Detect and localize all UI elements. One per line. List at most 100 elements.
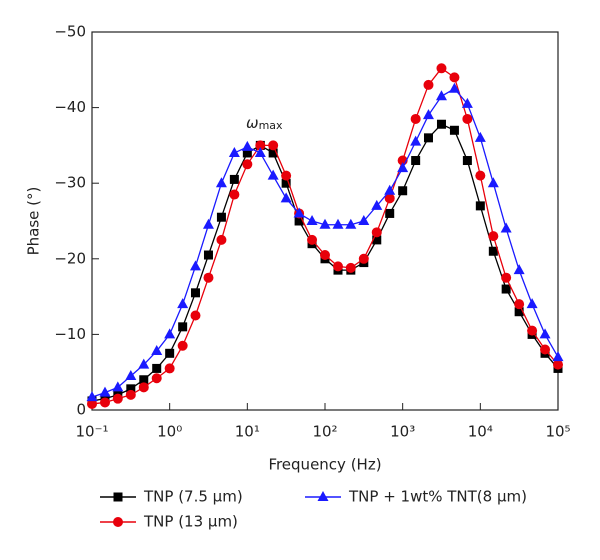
marker-circle [332,261,343,272]
x-tick-label: 10⁵ [545,423,570,441]
marker-circle [462,113,473,124]
marker-square [139,375,149,385]
marker-circle [307,234,318,245]
y-tick-label: −30 [54,174,86,192]
x-tick-label: 10⁰ [157,423,182,441]
marker-circle [216,234,227,245]
marker-triangle [86,391,98,402]
marker-circle [113,517,123,527]
marker-triangle [371,199,383,210]
marker-circle [138,382,149,393]
y-tick-label: −40 [54,98,86,116]
marker-triangle [280,192,292,203]
legend-label: TNP + 1wt% TNT(8 μm) [348,488,527,506]
marker-square [423,133,433,143]
annotation-symbol: ω [246,114,259,132]
marker-circle [345,262,356,273]
marker-circle [358,253,369,264]
marker-triangle [384,184,396,195]
marker-circle [99,397,110,408]
marker-square [501,284,511,294]
marker-square [242,148,252,158]
marker-triangle [228,146,240,157]
marker-triangle [241,140,253,151]
x-tick-label: 10³ [390,423,415,441]
marker-circle [423,79,434,90]
y-tick-label: 0 [76,401,86,419]
marker-square [449,125,459,135]
annotation-subscript: max [259,119,283,132]
marker-circle [255,140,266,151]
marker-circle [449,72,460,83]
marker-triangle [177,298,189,309]
marker-square [281,178,291,188]
marker-square [411,156,421,166]
marker-square [216,212,226,222]
marker-triangle [526,298,538,309]
marker-circle [384,193,395,204]
marker-triangle [112,381,124,392]
marker-square [152,363,162,373]
marker-triangle [202,218,214,229]
marker-square [475,201,485,211]
marker-triangle [332,218,344,229]
marker-circle [514,299,525,310]
marker-circle [190,310,201,321]
marker-circle [268,140,279,151]
marker-square [178,322,188,332]
marker-triangle [500,222,512,233]
x-axis-label: Frequency (Hz) [268,456,381,474]
legend-label: TNP (7.5 μm) [143,488,243,506]
x-tick-label: 10⁻¹ [75,423,108,441]
y-tick-label: −10 [54,325,86,343]
marker-circle [203,272,214,283]
marker-square [268,148,278,158]
marker-triangle [539,328,551,339]
marker-triangle [319,218,331,229]
marker-triangle [461,97,473,108]
marker-circle [540,344,551,355]
marker-square [398,186,408,196]
marker-triangle [487,177,499,188]
marker-square [294,216,304,226]
marker-triangle [397,162,409,173]
marker-square [385,208,395,218]
marker-triangle [552,351,564,362]
marker-triangle [345,218,357,229]
marker-triangle [435,90,447,101]
marker-circle [371,227,382,238]
marker-triangle [125,369,137,380]
marker-square [203,250,213,260]
marker-circle [242,159,253,170]
x-tick-label: 10² [312,423,337,441]
marker-circle [488,231,499,242]
marker-square [462,156,472,166]
marker-square [126,384,136,394]
marker-triangle [189,260,201,271]
marker-circle [164,363,175,374]
marker-circle [125,389,136,400]
marker-circle [151,373,162,384]
y-tick-label: −20 [54,249,86,267]
marker-circle [87,398,97,409]
marker-triangle [410,135,422,146]
marker-triangle [358,215,370,225]
marker-triangle [164,328,176,339]
marker-circle [527,325,538,336]
marker-circle [177,340,188,351]
marker-square [488,246,498,256]
marker-circle [553,359,563,370]
x-tick-label: 10⁴ [468,423,493,441]
marker-circle [436,63,447,74]
x-tick-label: 10¹ [235,423,260,441]
legend-label: TNP (13 μm) [143,513,238,531]
marker-circle [475,170,486,181]
marker-triangle [215,177,227,188]
series-line [91,87,559,398]
marker-circle [281,170,292,181]
marker-circle [410,113,421,124]
marker-triangle [254,146,266,157]
y-axis-label: Phase (°) [25,187,43,256]
marker-circle [229,189,240,200]
